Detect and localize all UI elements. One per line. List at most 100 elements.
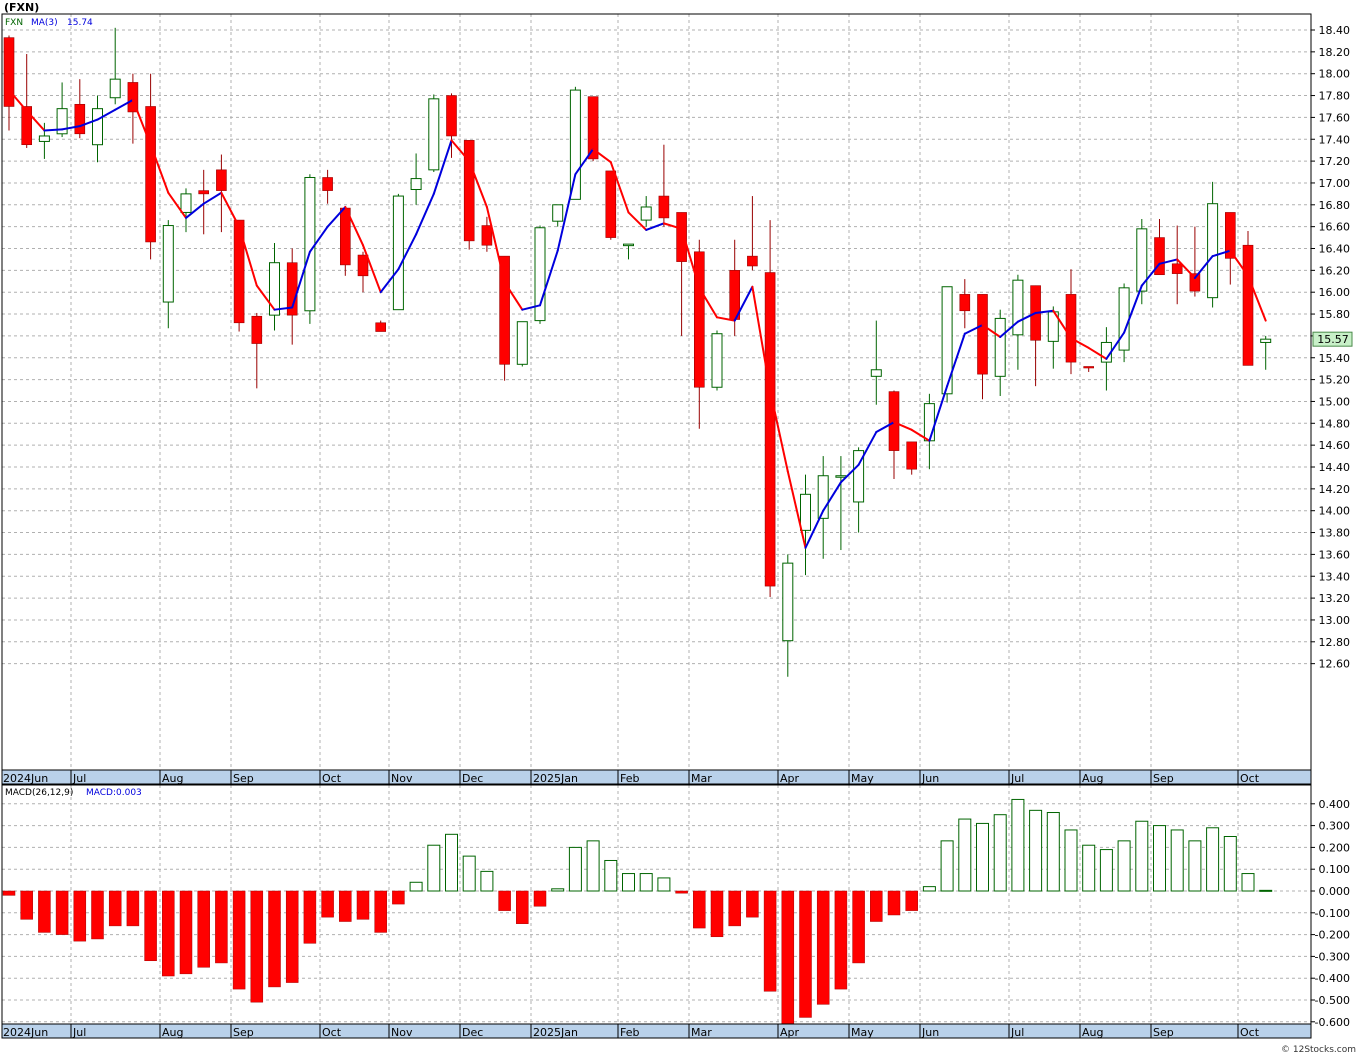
macd-bar-negative — [20, 890, 33, 920]
macd-bar-negative — [870, 890, 883, 922]
macd-bar-positive — [1188, 840, 1202, 892]
macd-bar-negative — [197, 890, 210, 968]
ma-segment — [43, 128, 64, 132]
price-x-label: Jun — [921, 772, 939, 785]
candle-body-down — [1083, 366, 1094, 369]
macd-bar-positive — [922, 886, 936, 892]
macd-bar-positive — [604, 859, 618, 892]
ma-segment — [1105, 331, 1126, 360]
macd-bar-negative — [356, 890, 370, 920]
candle-body-down — [1154, 237, 1165, 276]
price-ytick-label: 18.00 — [1319, 68, 1351, 81]
macd-legend-value: MACD:0.003 — [86, 788, 142, 798]
macd-bar-positive — [480, 870, 494, 892]
candle-body-down — [481, 225, 493, 246]
candle-body-down — [1171, 263, 1183, 274]
macd-bar-positive — [1206, 827, 1220, 892]
macd-bar-positive — [1011, 798, 1025, 892]
macd-bar-negative — [2, 890, 16, 896]
ma-segment — [415, 192, 435, 236]
ma-segment — [857, 431, 878, 466]
ma-segment — [25, 109, 46, 132]
ma-segment — [1123, 284, 1143, 334]
candle-body-down — [145, 106, 156, 243]
candle-body-up — [269, 262, 280, 316]
ma-segment — [521, 304, 541, 311]
ma-segment — [999, 320, 1019, 338]
macd-x-label: Aug — [1082, 1026, 1103, 1039]
candle-body-up — [1118, 287, 1130, 351]
chart-frames — [1, 13, 1312, 1039]
candle-body-up — [180, 193, 192, 213]
candle-body-up — [835, 475, 847, 478]
macd-bar-positive — [1241, 873, 1255, 892]
macd-bar-positive — [551, 888, 565, 892]
price-ytick-label: 13.60 — [1319, 548, 1351, 561]
macd-legend-label: MACD(26,12,9) — [5, 788, 73, 798]
macd-bar-positive — [993, 814, 1007, 892]
macd-bar-positive — [958, 818, 972, 892]
ma-segment — [220, 191, 241, 228]
macd-bar-negative — [126, 890, 140, 927]
price-ytick-label: 17.80 — [1319, 90, 1351, 103]
candle-body-down — [499, 255, 510, 365]
candle-body-up — [569, 89, 581, 200]
chart-title: (FXN) — [4, 1, 39, 14]
candle-body-down — [251, 315, 263, 344]
ma-segment — [592, 148, 612, 164]
ma-segment — [786, 470, 807, 549]
ma-segment — [1158, 258, 1179, 265]
macd-bar-negative — [799, 890, 812, 1018]
macd-bar-positive — [1153, 825, 1166, 892]
macd-bar-negative — [285, 890, 299, 983]
ma-segment — [167, 191, 187, 219]
ma-segment — [185, 202, 205, 219]
ma-segment — [1087, 346, 1108, 360]
candle-body-up — [428, 98, 440, 171]
candle-body-up — [1012, 279, 1024, 336]
ma-segment — [450, 139, 471, 163]
candle-body-up — [870, 369, 882, 377]
macd-x-axis-band — [1, 1023, 1312, 1039]
macd-bar-negative — [250, 890, 264, 1003]
macd-bar-negative — [675, 890, 688, 894]
ma-segment — [96, 108, 117, 121]
ma-segment — [238, 225, 258, 287]
macd-bar-negative — [498, 890, 511, 911]
macd-ytick-label: -0.100 — [1315, 907, 1350, 920]
price-ytick-label: 12.60 — [1319, 658, 1351, 671]
price-x-label: Oct — [322, 772, 342, 785]
price-x-label: 2025Jan — [533, 772, 578, 785]
macd-histogram — [2, 798, 1273, 1025]
candle-body-up — [304, 176, 316, 312]
price-ytick-label: 14.00 — [1319, 505, 1351, 518]
candle-body-up — [800, 493, 811, 531]
ma-segment — [1034, 309, 1055, 314]
ma-segment — [910, 428, 931, 442]
moving-average-line — [8, 89, 1267, 549]
macd-bar-positive — [1259, 889, 1273, 892]
candle-body-down — [198, 190, 209, 195]
ma-segment — [485, 205, 506, 284]
price-ytick-label: 16.20 — [1319, 264, 1351, 277]
ma-segment — [1247, 274, 1267, 322]
macd-ytick-label: -0.500 — [1315, 994, 1350, 1007]
macd-bar-positive — [409, 881, 423, 892]
macd-bar-negative — [73, 890, 87, 942]
ma-segment — [432, 139, 453, 195]
macd-bar-positive — [1135, 820, 1149, 892]
ma-segment — [574, 148, 595, 176]
macd-x-label: Jun — [921, 1026, 939, 1039]
ma-segment — [503, 281, 524, 311]
price-ytick-label: 17.40 — [1319, 133, 1351, 146]
axis-labels: 18.40 18.20 18.00 17.80 17.60 17.40 17.20 17.00… — [1, 24, 1353, 1039]
macd-bar-negative — [852, 890, 865, 964]
ma-segment — [1176, 258, 1196, 279]
candle-body-up — [534, 227, 546, 322]
candle-body-up — [853, 450, 865, 503]
last-price-label: 15.57 — [1317, 333, 1349, 346]
macd-bar-negative — [91, 890, 104, 940]
macd-bar-positive — [657, 877, 671, 892]
macd-x-label: Sep — [233, 1026, 254, 1039]
ma-segment — [202, 191, 223, 205]
